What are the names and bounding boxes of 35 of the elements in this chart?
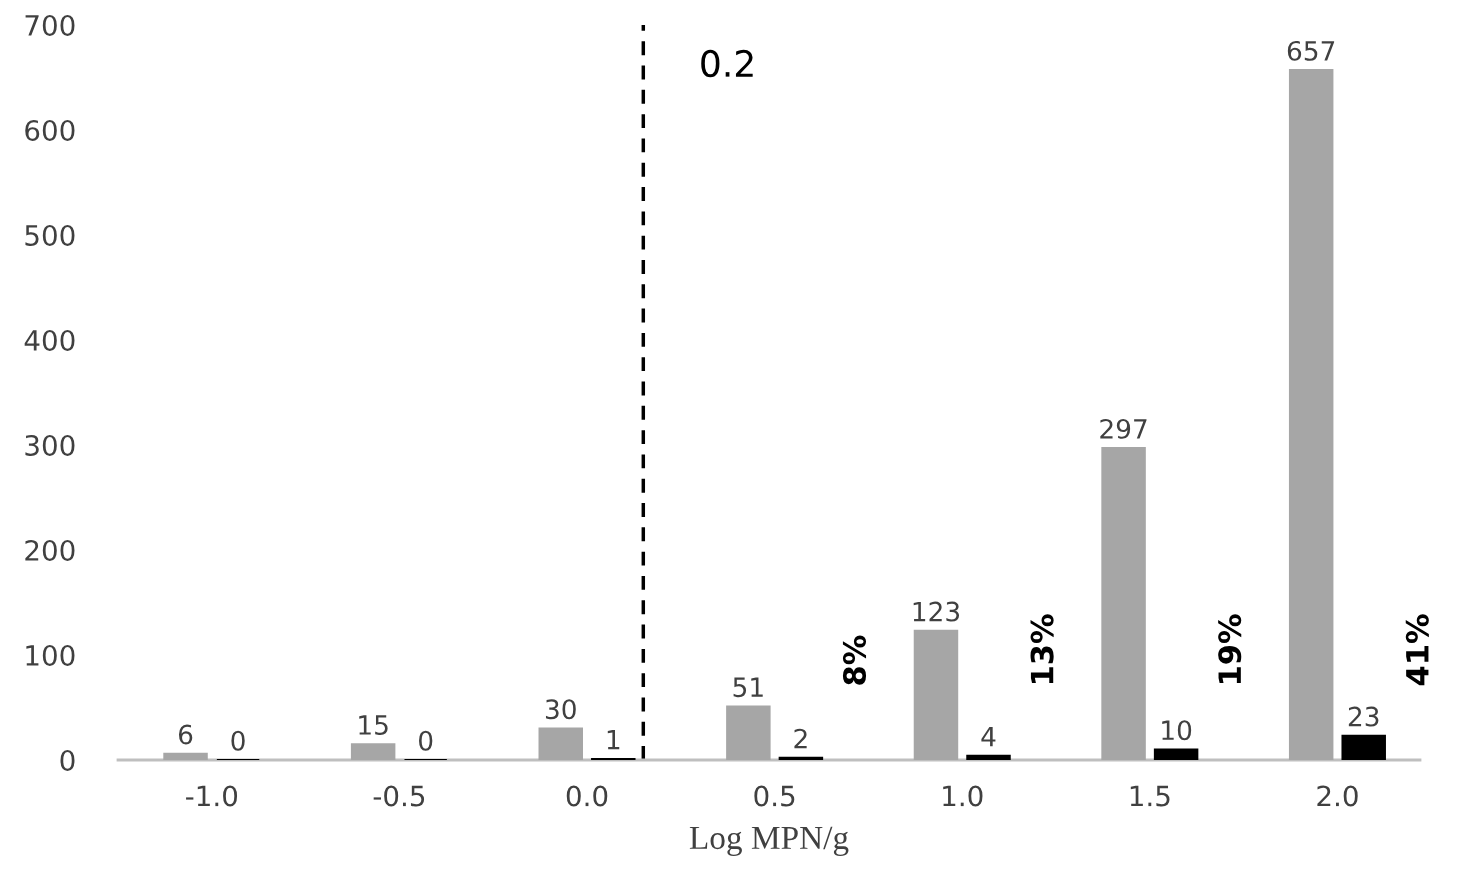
x-tick-label: -0.5 bbox=[373, 785, 425, 807]
data-label: 2 bbox=[794, 728, 807, 749]
data-label: 4 bbox=[981, 726, 996, 747]
y-tick-label: 300 bbox=[25, 434, 75, 456]
data-label: 297 bbox=[1100, 418, 1147, 439]
x-tick-label: 0.0 bbox=[566, 785, 608, 807]
y-tick-label: 0 bbox=[60, 749, 75, 771]
data-label: 0 bbox=[231, 730, 245, 751]
y-tick-label: 700 bbox=[25, 14, 75, 36]
y-tick-label: 200 bbox=[25, 539, 75, 561]
data-label: 30 bbox=[545, 699, 576, 720]
data-label: 0 bbox=[419, 730, 433, 751]
annotation: 41% bbox=[1405, 614, 1429, 686]
data-label: 10 bbox=[1162, 720, 1192, 741]
x-tick-label: 0.5 bbox=[754, 785, 795, 807]
data-label: 23 bbox=[1348, 706, 1379, 727]
data-label: 15 bbox=[359, 715, 388, 735]
data-label: 6 bbox=[178, 724, 193, 745]
y-tick-label: 500 bbox=[25, 224, 75, 246]
x-tick-label: 2.0 bbox=[1317, 785, 1358, 807]
data-label: 1 bbox=[607, 730, 620, 750]
x-tick-label: 1.0 bbox=[943, 785, 983, 807]
data-label: 123 bbox=[913, 601, 960, 622]
annotation: 8% bbox=[842, 635, 867, 685]
data-label: 657 bbox=[1287, 40, 1335, 61]
annotation: 13% bbox=[1030, 614, 1054, 684]
ref-line-label: 0.2 bbox=[701, 49, 753, 78]
y-tick-label: 100 bbox=[26, 644, 75, 666]
y-tick-label: 400 bbox=[24, 329, 75, 351]
x-axis-title: Log MPN/g bbox=[689, 826, 849, 856]
y-tick-label: 600 bbox=[25, 119, 75, 141]
x-tick-label: -1.0 bbox=[186, 785, 238, 807]
annotation: 19% bbox=[1218, 614, 1242, 684]
data-label: 51 bbox=[733, 677, 763, 698]
x-tick-label: 1.5 bbox=[1130, 785, 1170, 807]
